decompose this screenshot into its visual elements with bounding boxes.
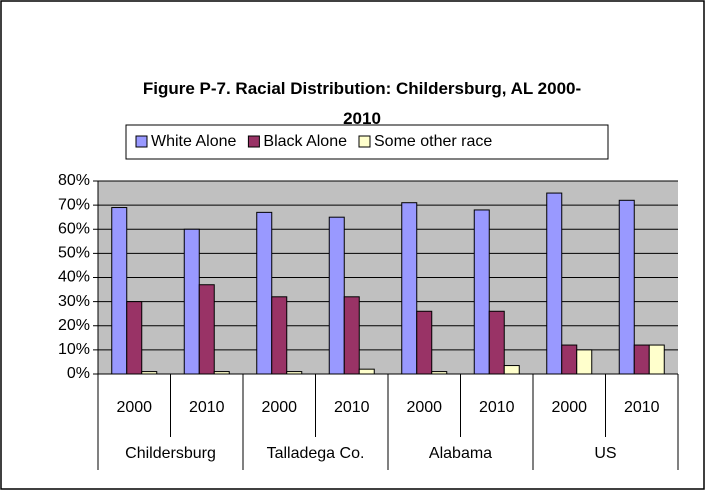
y-tick-label: 70%: [58, 196, 90, 213]
y-tick-label: 30%: [58, 293, 90, 310]
y-tick-label: 20%: [58, 317, 90, 334]
legend-label: Black Alone: [263, 133, 347, 150]
bar: [401, 202, 418, 375]
legend-label: White Alone: [151, 133, 236, 150]
bar: [633, 344, 650, 375]
bar: [198, 284, 215, 375]
y-tick-label: 0%: [67, 365, 90, 382]
bar: [183, 228, 200, 375]
bar: [546, 192, 563, 375]
group-label: US: [594, 445, 616, 462]
bar: [358, 368, 375, 375]
group-label: Talladega Co.: [267, 445, 365, 462]
legend-swatch: [135, 135, 148, 148]
bar: [561, 344, 578, 375]
y-tick-label: 60%: [58, 220, 90, 237]
legend-swatch: [358, 135, 371, 148]
bar: [126, 301, 143, 375]
bar: [473, 209, 490, 375]
bar: [271, 296, 288, 375]
x-tick-label: 2010: [624, 399, 660, 416]
y-tick-label: 50%: [58, 245, 90, 262]
group-label: Childersburg: [125, 445, 216, 462]
bar: [343, 296, 360, 375]
bar: [488, 310, 505, 375]
y-tick-label: 80%: [58, 172, 90, 189]
y-tick-label: 10%: [58, 341, 90, 358]
bar: [618, 199, 635, 375]
legend-label: Some other race: [374, 133, 492, 150]
x-tick-label: 2000: [551, 399, 587, 416]
x-tick-label: 2010: [334, 399, 370, 416]
bar: [416, 310, 433, 375]
x-tick-label: 2010: [189, 399, 225, 416]
bar: [328, 216, 345, 375]
x-tick-label: 2000: [116, 399, 152, 416]
bar: [576, 349, 593, 375]
x-tick-label: 2000: [406, 399, 442, 416]
bar: [256, 211, 273, 375]
x-tick-label: 2000: [261, 399, 297, 416]
group-label: Alabama: [429, 445, 492, 462]
y-tick-label: 40%: [58, 269, 90, 286]
bar: [648, 344, 665, 375]
legend-swatch: [247, 135, 260, 148]
bar: [111, 207, 128, 375]
chart-title: Figure P-7. Racial Distribution: Childer…: [142, 79, 582, 128]
x-tick-label: 2010: [479, 399, 515, 416]
bar: [503, 365, 520, 375]
